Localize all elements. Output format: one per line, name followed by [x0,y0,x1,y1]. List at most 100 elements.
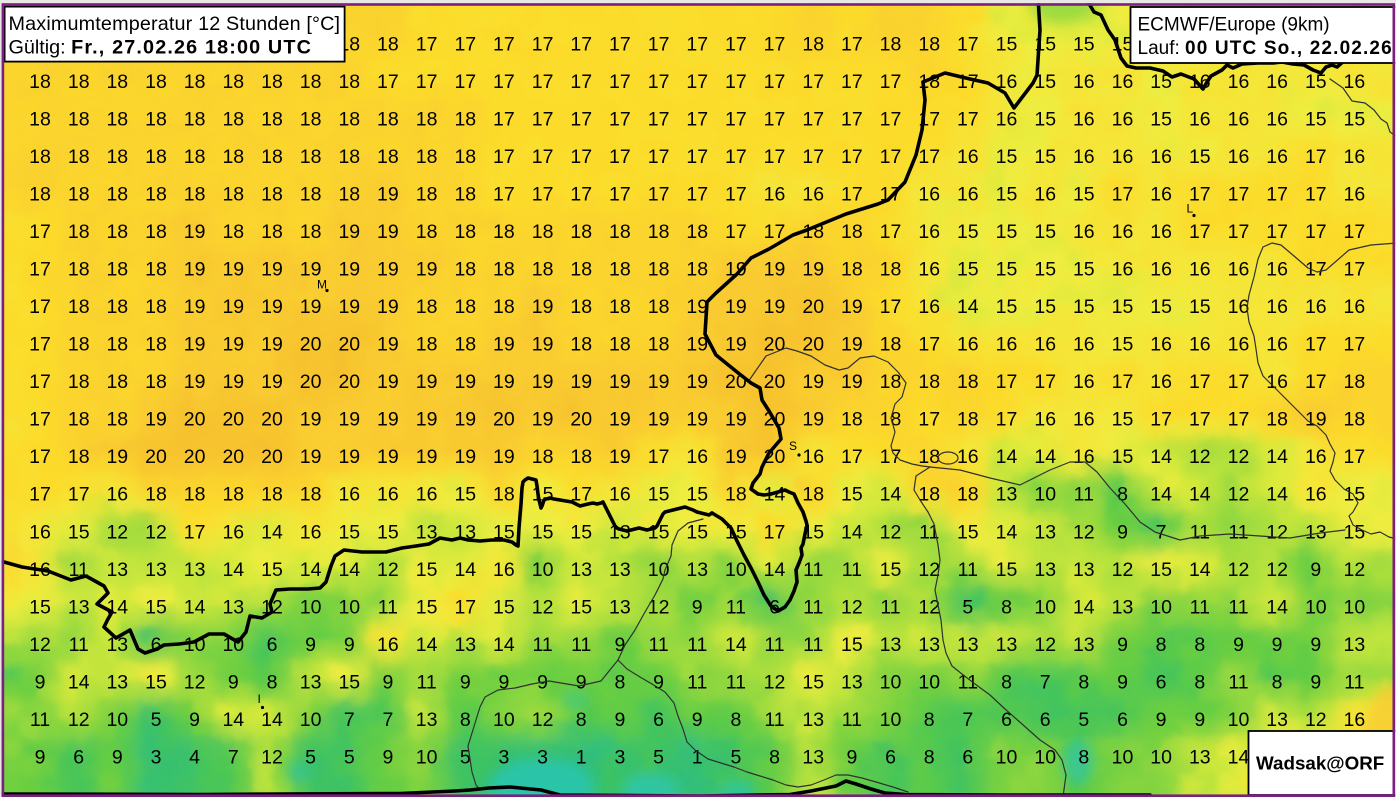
svg-text:17: 17 [454,34,476,56]
svg-text:16: 16 [1305,296,1327,318]
svg-text:12: 12 [1228,484,1250,506]
svg-text:19: 19 [609,446,631,468]
svg-text:20: 20 [261,446,283,468]
svg-text:18: 18 [570,446,592,468]
svg-text:8: 8 [1194,634,1205,656]
svg-text:13: 13 [68,596,90,618]
svg-text:17: 17 [686,109,708,131]
svg-text:9: 9 [35,671,46,693]
svg-text:17: 17 [996,371,1018,393]
svg-text:7: 7 [344,709,355,731]
svg-text:15: 15 [880,559,902,581]
svg-text:16: 16 [996,334,1018,356]
svg-text:11: 11 [764,709,784,731]
svg-text:15: 15 [996,259,1018,281]
svg-text:18: 18 [145,71,167,93]
svg-text:17: 17 [29,371,51,393]
svg-text:17: 17 [880,109,902,131]
svg-text:7: 7 [382,709,393,731]
svg-text:19: 19 [377,296,399,318]
svg-text:17: 17 [1228,221,1250,243]
svg-text:13: 13 [106,671,128,693]
svg-text:15: 15 [145,671,167,693]
svg-text:19: 19 [377,259,399,281]
svg-text:18: 18 [1266,409,1288,431]
svg-text:19: 19 [416,259,438,281]
svg-text:17: 17 [532,34,554,56]
svg-text:18: 18 [68,334,90,356]
svg-text:16: 16 [1073,409,1095,431]
svg-text:18: 18 [841,409,863,431]
svg-text:18: 18 [686,259,708,281]
svg-text:18: 18 [145,259,167,281]
svg-text:13: 13 [802,709,824,731]
svg-text:9: 9 [344,634,355,656]
svg-text:1: 1 [576,746,587,768]
svg-text:18: 18 [338,71,360,93]
svg-text:9: 9 [305,634,316,656]
svg-text:9: 9 [35,746,46,768]
svg-text:19: 19 [377,184,399,206]
svg-text:14: 14 [1189,559,1211,581]
svg-text:19: 19 [338,221,360,243]
svg-text:14: 14 [1266,596,1288,618]
svg-text:1: 1 [692,746,703,768]
svg-text:19: 19 [416,446,438,468]
svg-text:14: 14 [1266,446,1288,468]
svg-text:18: 18 [261,184,283,206]
svg-text:17: 17 [841,34,863,56]
svg-text:10: 10 [1228,709,1250,731]
svg-text:17: 17 [957,109,979,131]
svg-text:15: 15 [493,596,515,618]
svg-text:13: 13 [1112,596,1134,618]
svg-text:10: 10 [1112,746,1134,768]
svg-text:14: 14 [1034,446,1056,468]
svg-text:19: 19 [222,334,244,356]
svg-text:3: 3 [151,746,162,768]
svg-text:13: 13 [1034,559,1056,581]
svg-text:17: 17 [570,71,592,93]
svg-text:12: 12 [532,709,554,731]
svg-text:18: 18 [416,334,438,356]
svg-text:19: 19 [106,446,128,468]
svg-text:18: 18 [106,409,128,431]
svg-text:15: 15 [532,521,554,543]
svg-text:15: 15 [1034,109,1056,131]
svg-text:7: 7 [228,746,239,768]
svg-text:13: 13 [222,596,244,618]
svg-text:18: 18 [29,109,51,131]
svg-text:17: 17 [686,146,708,168]
svg-text:16: 16 [1073,221,1095,243]
svg-text:13: 13 [802,746,824,768]
svg-text:15: 15 [1344,109,1366,131]
svg-text:12: 12 [841,596,863,618]
svg-text:11: 11 [30,709,50,731]
svg-text:8: 8 [1194,671,1205,693]
svg-text:13: 13 [1266,709,1288,731]
svg-text:18: 18 [68,146,90,168]
svg-text:16: 16 [1112,259,1134,281]
svg-text:10: 10 [1150,746,1172,768]
svg-text:5: 5 [962,596,973,618]
svg-text:19: 19 [725,446,747,468]
svg-text:18: 18 [261,109,283,131]
svg-text:13: 13 [609,559,631,581]
svg-text:18: 18 [106,109,128,131]
svg-text:17: 17 [1228,184,1250,206]
svg-text:9: 9 [382,746,393,768]
svg-text:6: 6 [1040,709,1051,731]
svg-text:17: 17 [648,446,670,468]
svg-text:15: 15 [686,484,708,506]
svg-text:18: 18 [300,71,322,93]
svg-text:18: 18 [609,296,631,318]
svg-text:11: 11 [1228,596,1248,618]
svg-text:17: 17 [764,71,786,93]
svg-text:19: 19 [841,296,863,318]
svg-text:18: 18 [880,409,902,431]
svg-text:17: 17 [725,146,747,168]
svg-text:18: 18 [145,184,167,206]
svg-text:19: 19 [184,296,206,318]
svg-text:18: 18 [222,71,244,93]
svg-text:15: 15 [996,221,1018,243]
svg-text:18: 18 [184,109,206,131]
